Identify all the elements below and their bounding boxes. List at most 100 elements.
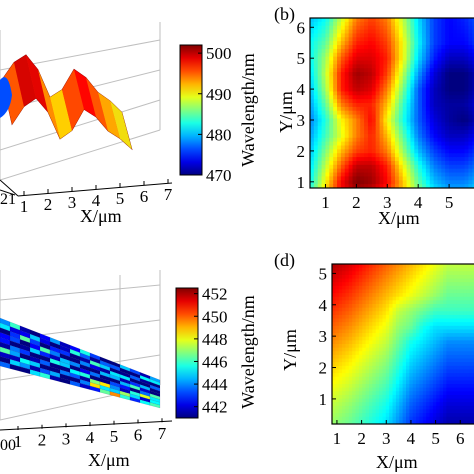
heatmap-cell (463, 409, 468, 414)
heatmap-cell (456, 420, 461, 424)
heatmap-cell (419, 365, 424, 371)
heatmap-cell (364, 29, 369, 35)
heatmap-cell (372, 329, 377, 334)
heatmap-cell (365, 289, 370, 294)
heatmap-cell (449, 21, 454, 27)
heatmap-cell (360, 75, 365, 81)
panel-a-y-tick: 2 (0, 191, 8, 208)
heatmap-cell (372, 340, 377, 345)
heatmap-cell (364, 168, 369, 174)
heatmap-cell (356, 83, 361, 89)
heatmap-cell (371, 75, 377, 81)
heatmap-cell (449, 373, 454, 378)
heatmap-cell (371, 184, 377, 188)
heatmap-cell (392, 409, 397, 414)
heatmap-cell (453, 409, 458, 414)
heatmap-cell (332, 384, 336, 389)
heatmap-cell (429, 409, 434, 414)
heatmap-cell (418, 72, 423, 77)
heatmap-cell (466, 380, 471, 385)
heatmap-cell (352, 398, 357, 403)
heatmap-cell (398, 130, 404, 135)
heatmap-cell (382, 420, 387, 424)
heatmap-cell (441, 21, 446, 27)
heatmap-cell (429, 293, 434, 298)
heatmap-cell (379, 274, 384, 280)
heatmap-cell (412, 307, 417, 312)
heatmap-cell (395, 164, 400, 170)
heatmap-cell (342, 391, 347, 396)
heatmap-cell (382, 409, 387, 414)
heatmap-cell (358, 351, 363, 356)
heatmap-cell (371, 99, 377, 104)
heatmap-cell (375, 314, 380, 320)
heatmap-cell (379, 300, 384, 305)
heatmap-cell (414, 18, 419, 23)
heatmap-cell (418, 45, 423, 50)
heatmap-cell (375, 68, 381, 73)
heatmap-cell (369, 282, 373, 287)
heatmap-cell (426, 311, 431, 316)
heatmap-cell (348, 110, 354, 116)
heatmap-cell (342, 274, 347, 280)
heatmap-cell (345, 384, 350, 389)
heatmap-cell (383, 157, 388, 162)
heatmap-cell (439, 336, 444, 341)
heatmap-cell (395, 413, 400, 418)
heatmap-cell (367, 95, 373, 100)
heatmap-cell (372, 296, 377, 301)
heatmap-cell (468, 37, 473, 42)
heatmap-cell (382, 391, 387, 396)
heatmap-cell (317, 79, 323, 85)
heatmap-cell (340, 72, 346, 77)
heatmap-cell (375, 300, 380, 305)
heatmap-cell (345, 405, 350, 411)
heatmap-cell (399, 420, 404, 424)
heatmap-cell (422, 278, 427, 283)
x-tick-label: 7 (164, 185, 173, 204)
heatmap-cell (340, 18, 346, 23)
heatmap-cell (344, 126, 350, 131)
heatmap-cell (345, 289, 350, 294)
heatmap-cell (310, 41, 315, 46)
heatmap-cell (410, 87, 415, 93)
heatmap-cell (463, 362, 468, 367)
heatmap-cell (449, 264, 454, 269)
heatmap-cell (395, 45, 400, 50)
heatmap-cell (426, 409, 431, 414)
heatmap-cell (395, 176, 400, 181)
heatmap-cell (464, 164, 470, 170)
heatmap-cell (445, 145, 450, 150)
heatmap-cell (375, 91, 381, 96)
heatmap-cell (422, 289, 427, 294)
heatmap-cell (344, 130, 350, 135)
heatmap-cell (321, 56, 327, 62)
heatmap-cell (452, 72, 458, 77)
heatmap-cell (429, 64, 435, 69)
heatmap-cell (456, 21, 462, 27)
heatmap-cell (426, 285, 431, 291)
heatmap-cell (387, 122, 392, 127)
heatmap-cell (460, 83, 466, 89)
heatmap-cell (352, 325, 357, 331)
heatmap-cell (385, 387, 390, 392)
heatmap-cell (332, 307, 336, 312)
heatmap-cell (410, 106, 415, 112)
heatmap-cell (332, 322, 336, 327)
heatmap-cell (414, 33, 419, 38)
heatmap-cell (310, 60, 315, 65)
heatmap-cell (362, 311, 367, 316)
heatmap-cell (364, 157, 369, 162)
heatmap-cell (464, 48, 470, 54)
heatmap-cell (452, 79, 458, 85)
heatmap-cell (410, 122, 415, 127)
heatmap-cell (449, 83, 454, 89)
heatmap-cell (344, 168, 350, 174)
heatmap-cell (426, 307, 431, 312)
heatmap-cell (446, 420, 451, 424)
panel-c-xlabel: X/μm (88, 450, 130, 470)
heatmap-cell (348, 137, 354, 143)
heatmap-cell (333, 149, 338, 154)
heatmap-cell (419, 293, 424, 298)
heatmap-cell (452, 145, 458, 150)
